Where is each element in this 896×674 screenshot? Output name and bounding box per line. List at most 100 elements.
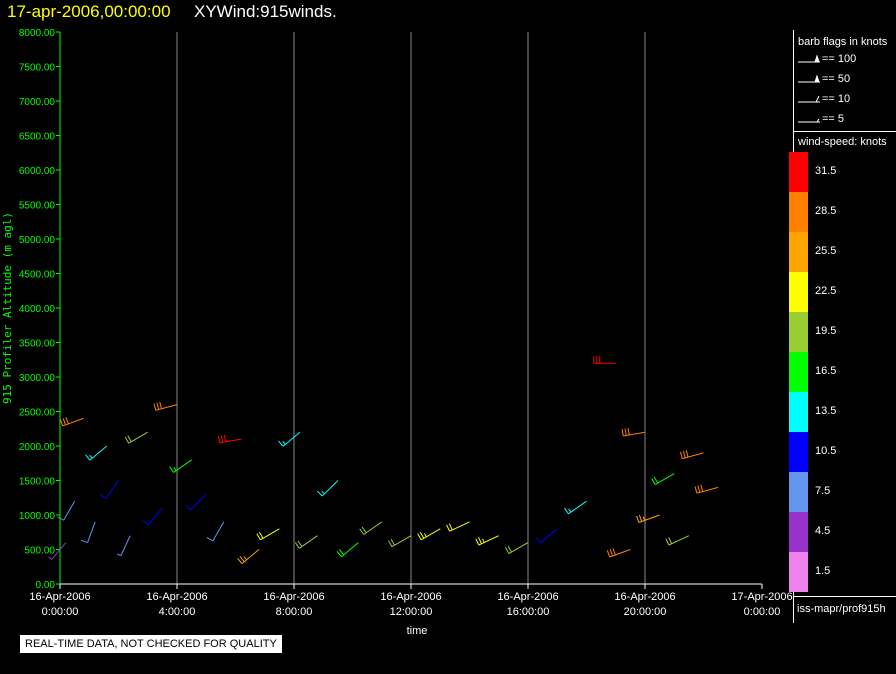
quality-notice: REAL-TIME DATA, NOT CHECKED FOR QUALITY <box>20 635 282 653</box>
wind-barb <box>679 450 704 460</box>
speed-bin-label: 7.5 <box>815 485 831 497</box>
legend-panel: barb flags in knots == 100 == 50 == 10 == 5… <box>793 0 896 674</box>
speed-bin-label: 16.5 <box>815 365 837 377</box>
wind-barb <box>237 549 260 565</box>
y-tick-label: 3000.00 <box>19 373 56 384</box>
full-barb-icon <box>798 95 820 103</box>
wind-barb <box>593 356 616 364</box>
wind-barb <box>99 480 119 499</box>
wind-barb <box>117 535 131 557</box>
speed-bin-label: 22.5 <box>815 285 837 297</box>
speed-bin-label: 4.5 <box>815 525 831 537</box>
y-tick-label: 2500.00 <box>19 408 56 419</box>
wind-barb <box>475 535 499 546</box>
wind-barb <box>80 521 96 544</box>
pennant-barb-icon <box>798 74 820 83</box>
barb-flag-label: == 10 <box>822 93 851 105</box>
x-tick-date: 16-Apr-2006 <box>146 591 207 603</box>
barb-flag-row: == 100 <box>798 53 856 67</box>
y-tick-label: 6500.00 <box>19 132 56 143</box>
y-tick-label: 1000.00 <box>19 511 56 522</box>
x-tick-time: 20:00:00 <box>624 606 667 618</box>
y-tick-label: 5000.00 <box>19 235 56 246</box>
speed-color-swatch <box>789 272 808 312</box>
wind-barb <box>278 431 301 447</box>
wind-barb <box>59 417 84 427</box>
y-tick-label: 5500.00 <box>19 201 56 212</box>
wind-barb <box>665 535 690 546</box>
y-tick-label: 0.00 <box>36 580 56 591</box>
wind-barb <box>206 521 225 542</box>
speed-color-swatch <box>789 392 808 432</box>
speed-bin-label: 13.5 <box>815 405 837 417</box>
wind-barb <box>124 431 148 444</box>
x-tick-date: 16-Apr-2006 <box>263 591 324 603</box>
wind-barb <box>359 521 383 535</box>
x-tick-date: 16-Apr-2006 <box>380 591 441 603</box>
half-barb-icon <box>798 118 820 123</box>
pennant-barb-icon <box>798 54 820 63</box>
wind-barb <box>185 493 207 511</box>
barb-flag-row: == 50 <box>798 73 850 87</box>
x-tick-time: 4:00:00 <box>159 606 196 618</box>
chart-title: XYWind:915winds. <box>194 2 337 21</box>
x-axis-label: time <box>407 625 428 637</box>
wind-barb <box>636 514 660 523</box>
wind-barb <box>317 480 339 497</box>
speed-bin-label: 1.5 <box>815 565 831 577</box>
x-tick-date: 16-Apr-2006 <box>29 591 90 603</box>
wind-barb <box>142 507 163 526</box>
wind-barb <box>48 542 67 560</box>
wind-barb <box>564 500 587 515</box>
y-axis-label: 915 Profiler Altitude (m agl) <box>1 212 14 404</box>
wind-barb <box>85 445 108 461</box>
barb-legend-title: barb flags in knots <box>798 36 888 48</box>
x-tick-time: 0:00:00 <box>42 606 79 618</box>
speed-color-swatch <box>789 512 808 552</box>
speed-bin-label: 28.5 <box>815 205 837 217</box>
wind-barb <box>535 528 558 544</box>
speed-color-swatch <box>789 192 808 232</box>
wind-barb <box>256 528 280 541</box>
x-tick-time: 16:00:00 <box>507 606 550 618</box>
wind-barb <box>505 542 529 555</box>
wind-barb <box>388 535 412 548</box>
speed-color-swatch <box>789 552 808 592</box>
y-tick-label: 1500.00 <box>19 477 56 488</box>
speed-color-swatch <box>789 352 808 392</box>
speed-color-swatch <box>789 152 808 192</box>
barb-flag-label: == 50 <box>822 73 851 85</box>
y-tick-label: 4500.00 <box>19 270 56 281</box>
wind-barb <box>169 459 192 473</box>
speed-color-swatch <box>789 232 808 272</box>
speed-bin-label: 25.5 <box>815 245 837 257</box>
wind-barb <box>217 434 242 444</box>
speed-bin-label: 19.5 <box>815 325 837 337</box>
speed-color-swatch <box>789 432 808 472</box>
wind-barb <box>651 473 675 486</box>
barb-flag-label: == 100 <box>822 53 857 65</box>
speed-color-swatch <box>789 472 808 512</box>
y-tick-label: 6000.00 <box>19 166 56 177</box>
wind-barb <box>417 528 441 541</box>
wind-barb <box>606 548 631 558</box>
speed-color-swatch <box>789 312 808 352</box>
chart-date: 17-apr-2006,00:00:00 <box>7 2 171 21</box>
wind-barb <box>294 535 318 549</box>
speed-legend-title: wind-speed: knots <box>798 136 887 148</box>
barb-flag-row: == 5 <box>798 113 844 127</box>
wind-barb <box>336 542 359 558</box>
x-tick-time: 8:00:00 <box>276 606 313 618</box>
wind-barb <box>153 401 178 411</box>
y-tick-label: 3500.00 <box>19 339 56 350</box>
y-tick-label: 4000.00 <box>19 304 56 315</box>
source-label: iss-mapr/prof915h <box>797 603 886 615</box>
x-tick-time: 0:00:00 <box>744 606 781 618</box>
x-tick-date: 16-Apr-2006 <box>497 591 558 603</box>
speed-bin-label: 10.5 <box>815 445 837 457</box>
y-tick-label: 2000.00 <box>19 442 56 453</box>
y-tick-label: 7000.00 <box>19 97 56 108</box>
wind-barb <box>57 500 76 521</box>
x-tick-date: 16-Apr-2006 <box>614 591 675 603</box>
